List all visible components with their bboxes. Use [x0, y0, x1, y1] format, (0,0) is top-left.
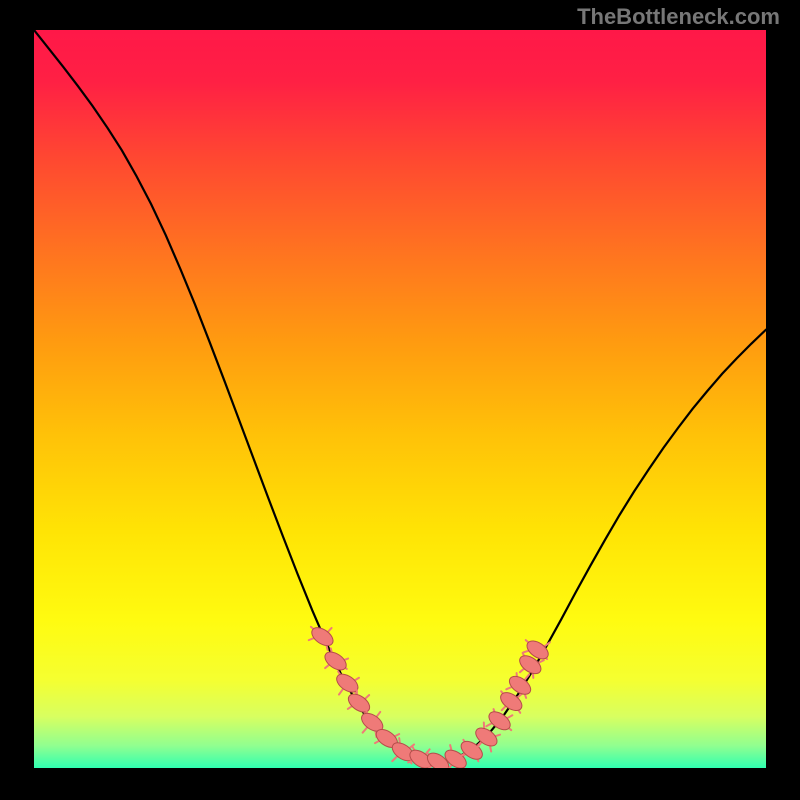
plot-area	[34, 30, 766, 768]
gradient-background	[34, 30, 766, 768]
bottleneck-chart	[34, 30, 766, 768]
watermark-text: TheBottleneck.com	[577, 4, 780, 30]
chart-wrapper: TheBottleneck.com	[0, 0, 800, 800]
